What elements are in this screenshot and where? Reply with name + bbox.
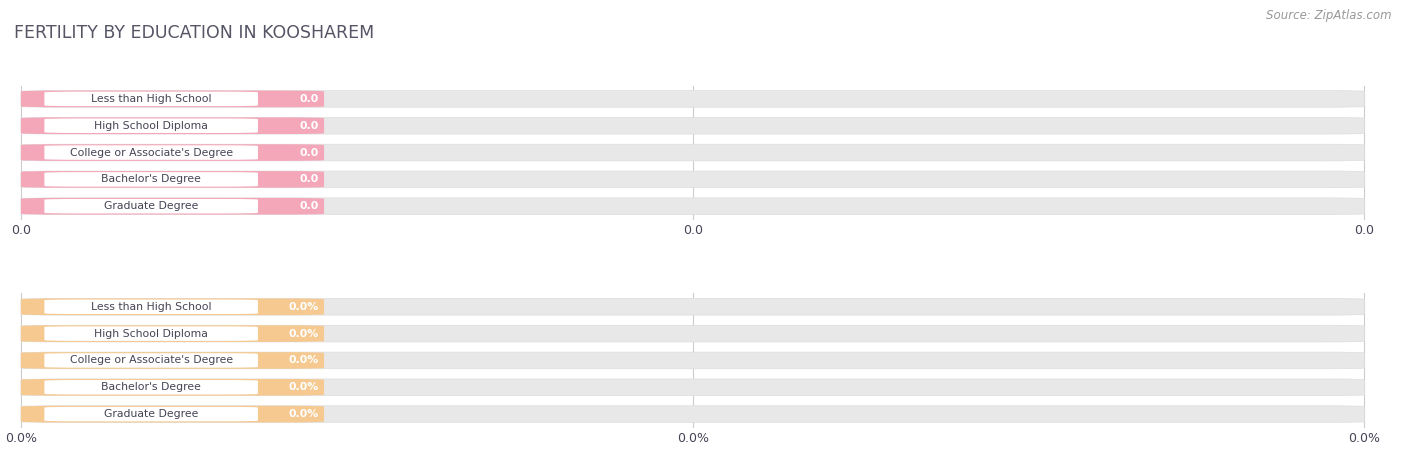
FancyBboxPatch shape — [21, 117, 1364, 134]
Text: Less than High School: Less than High School — [91, 94, 211, 104]
Text: 0.0%: 0.0% — [288, 355, 319, 365]
FancyBboxPatch shape — [21, 352, 1364, 369]
FancyBboxPatch shape — [21, 171, 1364, 188]
Text: Graduate Degree: Graduate Degree — [104, 201, 198, 211]
Text: 0.0%: 0.0% — [288, 409, 319, 419]
FancyBboxPatch shape — [21, 171, 325, 188]
FancyBboxPatch shape — [21, 117, 325, 134]
FancyBboxPatch shape — [21, 144, 1364, 161]
FancyBboxPatch shape — [21, 91, 325, 107]
Text: Bachelor's Degree: Bachelor's Degree — [101, 382, 201, 392]
FancyBboxPatch shape — [21, 352, 325, 369]
Text: 0.0: 0.0 — [299, 121, 319, 131]
FancyBboxPatch shape — [21, 406, 325, 422]
FancyBboxPatch shape — [21, 379, 1364, 396]
FancyBboxPatch shape — [21, 144, 325, 161]
FancyBboxPatch shape — [45, 380, 257, 395]
Text: FERTILITY BY EDUCATION IN KOOSHAREM: FERTILITY BY EDUCATION IN KOOSHAREM — [14, 24, 374, 42]
FancyBboxPatch shape — [45, 92, 257, 106]
FancyBboxPatch shape — [45, 326, 257, 341]
Text: College or Associate's Degree: College or Associate's Degree — [69, 355, 233, 365]
Text: Graduate Degree: Graduate Degree — [104, 409, 198, 419]
FancyBboxPatch shape — [21, 198, 1364, 215]
Text: 0.0%: 0.0% — [288, 329, 319, 339]
FancyBboxPatch shape — [45, 199, 257, 213]
Text: 0.0: 0.0 — [299, 201, 319, 211]
Text: College or Associate's Degree: College or Associate's Degree — [69, 148, 233, 158]
Text: High School Diploma: High School Diploma — [94, 121, 208, 131]
FancyBboxPatch shape — [45, 407, 257, 421]
FancyBboxPatch shape — [21, 298, 325, 315]
Text: 0.0%: 0.0% — [288, 302, 319, 312]
Text: High School Diploma: High School Diploma — [94, 329, 208, 339]
Text: 0.0%: 0.0% — [288, 382, 319, 392]
FancyBboxPatch shape — [21, 198, 325, 215]
FancyBboxPatch shape — [21, 406, 1364, 422]
Text: 0.0: 0.0 — [299, 148, 319, 158]
Text: Source: ZipAtlas.com: Source: ZipAtlas.com — [1267, 10, 1392, 22]
Text: 0.0: 0.0 — [299, 174, 319, 184]
FancyBboxPatch shape — [45, 145, 257, 160]
FancyBboxPatch shape — [21, 325, 325, 342]
Text: 0.0: 0.0 — [299, 94, 319, 104]
FancyBboxPatch shape — [21, 379, 325, 396]
FancyBboxPatch shape — [45, 300, 257, 314]
FancyBboxPatch shape — [21, 91, 1364, 107]
FancyBboxPatch shape — [45, 172, 257, 187]
Text: Less than High School: Less than High School — [91, 302, 211, 312]
Text: Bachelor's Degree: Bachelor's Degree — [101, 174, 201, 184]
FancyBboxPatch shape — [45, 118, 257, 133]
FancyBboxPatch shape — [45, 353, 257, 368]
FancyBboxPatch shape — [21, 298, 1364, 315]
FancyBboxPatch shape — [21, 325, 1364, 342]
